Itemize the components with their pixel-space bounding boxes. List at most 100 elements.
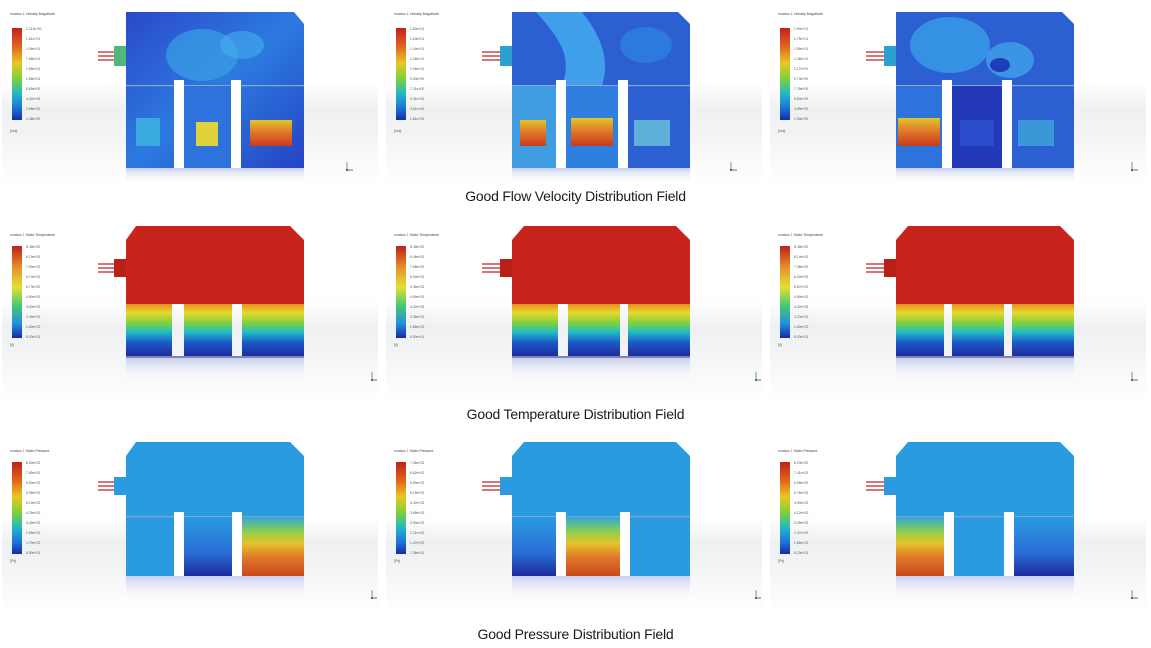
axis-triad-icon [755, 372, 761, 381]
axis-triad-icon [371, 372, 377, 381]
legend-title: contour-1 Static Temperature [778, 233, 823, 237]
svg-text:2.94e+02: 2.94e+02 [410, 521, 424, 525]
svg-text:7.58e+02: 7.58e+02 [410, 265, 424, 269]
svg-text:8.50e+02: 8.50e+02 [26, 461, 40, 465]
svg-text:5.95e+02: 5.95e+02 [26, 491, 40, 495]
svg-text:6.80e+02: 6.80e+02 [26, 481, 40, 485]
legend-unit: [m/s] [10, 129, 17, 133]
svg-text:3.23e+02: 3.23e+02 [794, 315, 808, 319]
legend-unit: [m/s] [778, 129, 785, 133]
legend-values: 7.36e+02 6.62e+02 5.89e+02 5.15e+02 4.42… [410, 461, 424, 555]
svg-text:8.03e+01: 8.03e+01 [794, 335, 808, 339]
svg-text:2.21e+02: 2.21e+02 [410, 531, 424, 535]
svg-text:7.38e+02: 7.38e+02 [794, 265, 808, 269]
svg-text:6.62e+02: 6.62e+02 [410, 471, 424, 475]
svg-text:2.47e+02: 2.47e+02 [794, 531, 808, 535]
svg-text:9.73e+00: 9.73e+00 [794, 77, 808, 81]
svg-text:6.65e+00: 6.65e+00 [26, 87, 40, 91]
svg-text:6.00e+01: 6.00e+01 [410, 335, 424, 339]
svg-text:4.69e+02: 4.69e+02 [410, 295, 424, 299]
svg-text:2.49e+02: 2.49e+02 [26, 315, 40, 319]
svg-text:4.02e+00: 4.02e+00 [26, 97, 40, 101]
svg-text:8.38e+02: 8.38e+02 [410, 245, 424, 249]
pressure-panel-2: contour-1 Static Pressure 7.36e+02 6.62e… [386, 436, 762, 614]
legend-values: 8.38e+02 6.19e+02 7.50e+02 6.74e+02 5.73… [26, 245, 40, 339]
svg-text:5.84e+00: 5.84e+00 [794, 97, 808, 101]
pressure-panel-3: contour-1 Static Pressure 8.23e+02 7.41e… [770, 436, 1146, 614]
svg-text:1.81e+00: 1.81e+00 [410, 117, 424, 121]
svg-text:1.68e+02: 1.68e+02 [410, 325, 424, 329]
legend-title: contour-1 Static Temperature [394, 233, 439, 237]
velocity-panel-2: contour-1 Velocity Magnitude 1.83e+01 1.… [386, 0, 762, 184]
legend-title: contour-1 Static Pressure [10, 449, 50, 453]
axis-triad-icon [755, 590, 761, 599]
legend-title: contour-1 Static Pressure [778, 449, 818, 453]
svg-text:5.73e+02: 5.73e+02 [26, 285, 40, 289]
svg-text:1.48e+00: 1.48e+00 [26, 117, 40, 121]
svg-text:1.26e+01: 1.26e+01 [410, 57, 424, 61]
svg-text:1.65e+02: 1.65e+02 [794, 541, 808, 545]
svg-text:8.23e+01: 8.23e+01 [794, 551, 808, 555]
pressure-contour-1: contour-1 Static Pressure 8.50e+02 7.65e… [10, 442, 377, 600]
svg-text:1.61e+01: 1.61e+01 [26, 37, 40, 41]
temperature-contour-3: contour-1 Static Temperature 8.38e+02 8.… [778, 226, 1138, 382]
legend-colorbar [12, 462, 22, 554]
svg-text:7.36e+01: 7.36e+01 [410, 551, 424, 555]
velocity-caption: Good Flow Velocity Distribution Field [465, 188, 686, 204]
legend-unit: [K] [778, 343, 782, 347]
velocity-contour-1: contour-1 Velocity Magnitude 2.211e+01 1… [10, 12, 353, 184]
legend-values: 8.38e+02 6.46e+02 7.58e+02 6.04e+02 5.36… [410, 245, 424, 339]
temperature-panel-1: contour-1 Static Temperature 8.38e+02 6.… [2, 218, 378, 400]
legend-title: contour-1 Velocity Magnitude [10, 12, 55, 16]
svg-text:6.74e+02: 6.74e+02 [26, 275, 40, 279]
pressure-contour-3: contour-1 Static Pressure 8.23e+02 7.41e… [778, 442, 1138, 600]
svg-text:7.50e+02: 7.50e+02 [26, 265, 40, 269]
temperature-panel-2: contour-1 Static Temperature 8.38e+02 6.… [386, 218, 762, 400]
velocity-panel-1: contour-1 Velocity Magnitude 2.211e+01 1… [2, 0, 378, 184]
velocity-contour-3: contour-1 Velocity Magnitude 1.94e+01 1.… [778, 12, 1138, 184]
svg-text:1.44e+01: 1.44e+01 [410, 47, 424, 51]
svg-text:3.61e+00: 3.61e+00 [410, 107, 424, 111]
svg-text:1.63e+01: 1.63e+01 [410, 37, 424, 41]
svg-text:1.60e+02: 1.60e+02 [794, 325, 808, 329]
legend-title: contour-1 Static Temperature [10, 233, 55, 237]
temperature-panel-3: contour-1 Static Temperature 8.38e+02 8.… [770, 218, 1146, 400]
svg-text:5.36e+02: 5.36e+02 [410, 285, 424, 289]
svg-text:5.10e+02: 5.10e+02 [26, 501, 40, 505]
svg-text:2.211e+01: 2.211e+01 [26, 27, 42, 31]
pressure-panel-1: contour-1 Static Pressure 8.50e+02 7.65e… [2, 436, 378, 614]
svg-text:5.76e+02: 5.76e+02 [794, 491, 808, 495]
legend-unit: [K] [394, 343, 398, 347]
axis-triad-icon [1131, 162, 1138, 171]
svg-text:1.94e+01: 1.94e+01 [794, 27, 808, 31]
legend-values: 8.38e+02 8.14e+02 7.38e+02 6.02e+02 5.67… [794, 245, 808, 339]
svg-text:6.02e+02: 6.02e+02 [794, 275, 808, 279]
svg-text:3.35e+02: 3.35e+02 [410, 315, 424, 319]
svg-text:3.68e+02: 3.68e+02 [410, 511, 424, 515]
legend-unit: [Pa] [394, 559, 400, 563]
svg-text:3.50e+02: 3.50e+02 [26, 305, 40, 309]
temperature-contour-1: contour-1 Static Temperature 8.38e+02 6.… [10, 226, 377, 382]
svg-text:4.84e+02: 4.84e+02 [794, 295, 808, 299]
legend-colorbar [12, 246, 22, 338]
svg-text:2.68e+00: 2.68e+00 [26, 107, 40, 111]
legend-values: 2.211e+01 1.61e+01 1.06e+01 7.88e+01 1.5… [26, 27, 42, 121]
svg-text:3.29e+02: 3.29e+02 [794, 521, 808, 525]
svg-text:7.88e+01: 7.88e+01 [26, 57, 40, 61]
legend-unit: [Pa] [778, 559, 784, 563]
svg-text:1.06e+01: 1.06e+01 [26, 47, 40, 51]
svg-text:8.03e+01: 8.03e+01 [26, 335, 40, 339]
legend-title: contour-1 Velocity Magnitude [394, 12, 439, 16]
svg-text:5.41e+00: 5.41e+00 [410, 97, 424, 101]
pressure-caption: Good Pressure Distribution Field [477, 626, 674, 642]
svg-text:3.89e+00: 3.89e+00 [794, 107, 808, 111]
svg-text:4.60e+02: 4.60e+02 [26, 295, 40, 299]
svg-text:4.94e+02: 4.94e+02 [794, 501, 808, 505]
legend-colorbar [396, 462, 406, 554]
velocity-contour-2: contour-1 Velocity Magnitude 1.83e+01 1.… [394, 12, 737, 184]
svg-text:7.21e+00: 7.21e+00 [410, 87, 424, 91]
svg-text:8.14e+02: 8.14e+02 [794, 255, 808, 259]
svg-text:1.58e+01: 1.58e+01 [26, 77, 40, 81]
svg-text:8.38e+02: 8.38e+02 [26, 245, 40, 249]
svg-text:1.36e+01: 1.36e+01 [794, 57, 808, 61]
